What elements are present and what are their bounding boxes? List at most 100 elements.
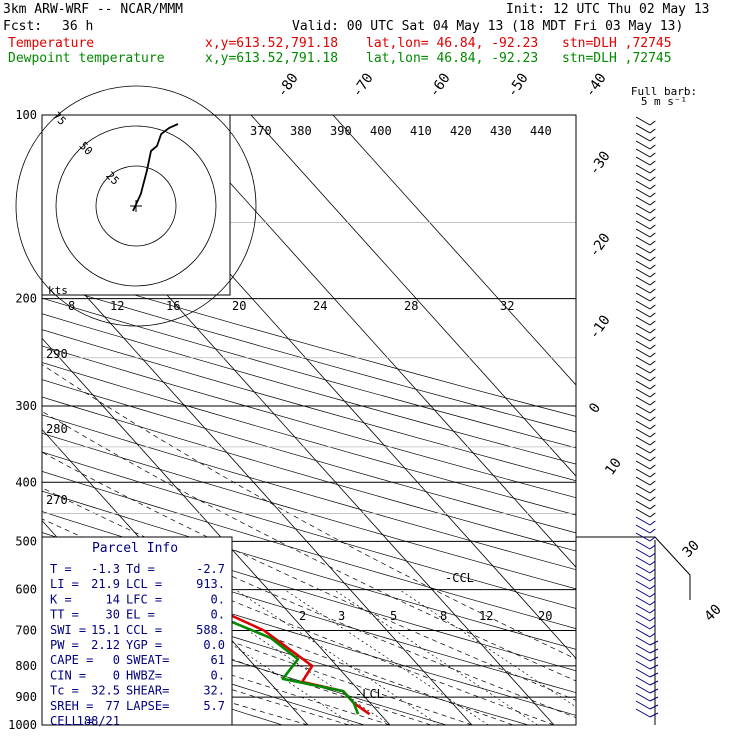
parcel-row-value2: 0.0: [203, 638, 225, 652]
wind-barb: [635, 308, 656, 318]
wind-barb: [635, 604, 656, 614]
wind-barb: [635, 388, 656, 398]
wind-barb: [635, 212, 656, 222]
wind-barb: [635, 444, 656, 454]
theta-label-top: 400: [370, 124, 392, 138]
dewpoint-legend: Dewpoint temperature: [8, 51, 165, 66]
wind-barb: [635, 636, 659, 646]
isotherm-line: [332, 115, 576, 386]
wind-barb: [635, 516, 656, 526]
theta-label-top: 430: [490, 124, 512, 138]
dry-adiabat: [42, 414, 576, 571]
isotherm-label: -10: [586, 312, 614, 342]
parcel-row-value2: 588.: [196, 623, 225, 637]
parcel-row-label: Tc =: [50, 684, 79, 698]
wind-barb: [635, 628, 656, 638]
wind-barb: [635, 588, 656, 598]
parcel-row-value: -1.3: [91, 562, 120, 576]
isotherm-label: -20: [586, 230, 614, 260]
parcel-row-label2: YGP =: [126, 638, 162, 652]
corner-label: 8: [68, 299, 75, 313]
wind-barb: [635, 156, 656, 166]
pressure-label: 600: [15, 583, 37, 597]
moist-adiabat: [42, 570, 473, 725]
isotherm-line: [168, 115, 576, 568]
mixing-ratio-line: [399, 589, 576, 708]
theta-label-top: 390: [330, 124, 352, 138]
wind-barb: [635, 452, 656, 462]
wind-barb: [635, 564, 656, 574]
parcel-row-label2: SWEAT=: [126, 653, 169, 667]
wind-barb: [635, 284, 656, 294]
theta-label-top: 420: [450, 124, 472, 138]
parcel-row-value2: 913.: [196, 577, 225, 591]
temperature-station: stn=DLH ,72745: [562, 36, 672, 51]
wind-barb: [635, 228, 656, 238]
temperature-latlon: lat,lon= 46.84, -92.23: [366, 36, 539, 51]
corner-label: 12: [110, 299, 124, 313]
parcel-row-value: 77: [106, 699, 120, 713]
moist-adiabat: [42, 487, 576, 718]
wind-barb: [635, 356, 656, 366]
temperature-xy: x,y=613.52,791.18: [205, 36, 339, 51]
moist-adiabat: [42, 518, 555, 725]
wind-barb: [635, 380, 656, 390]
wind-barbs: Full barb:5 m s⁻¹: [576, 85, 697, 725]
hodograph-ring: [95, 165, 177, 247]
parcel-row-label2: SHEAR=: [126, 684, 169, 698]
wind-barb: [635, 692, 659, 702]
pressure-label: 800: [15, 659, 37, 673]
parcel-row-value: 21.9: [91, 577, 120, 591]
wind-barb: [635, 668, 659, 678]
mixing-ratio-label: 2: [299, 609, 306, 623]
isotherm-line: [250, 115, 576, 477]
parcel-info-panel: Parcel Info T = -1.3 Td = -2.7 LI = 21.9 LCL = 9…: [41, 536, 233, 728]
parcel-row-value2: 61: [211, 653, 225, 667]
wind-barb: [635, 572, 656, 582]
theta-label: 270: [46, 493, 68, 507]
parcel-row-label2: LFC =: [126, 592, 162, 606]
parcel-row-label: SWI =: [50, 623, 86, 637]
wind-barb: [635, 524, 656, 534]
pressure-label: 300: [15, 399, 37, 413]
pressure-label: 200: [15, 292, 37, 306]
parcel-row-label: LI =: [50, 577, 79, 591]
mixing-ratio-line: [284, 589, 489, 725]
parcel-row-value2: 0.: [211, 608, 225, 622]
valid-time: Valid: 00 UTC Sat 04 May 13 (18 MDT Fri …: [292, 19, 684, 34]
plot-border: [41, 114, 577, 726]
corner-label: 20: [232, 299, 246, 313]
theta-label-top: 370: [250, 124, 272, 138]
init-time: Init: 12 UTC Thu 02 May 13: [506, 2, 710, 17]
mixing-ratio-label: 8: [440, 609, 447, 623]
wind-barb: [635, 700, 659, 710]
wind-barb: [635, 316, 656, 326]
wind-barb: [635, 484, 656, 494]
wind-barb: [635, 268, 656, 278]
wind-barb: [635, 620, 656, 630]
isotherm-label: 0: [586, 400, 604, 416]
wind-speed-label: 40: [702, 602, 725, 625]
parcel-row-label: TT =: [50, 608, 79, 622]
wind-barb: [635, 492, 656, 502]
wind-barb: [635, 612, 656, 622]
wind-barb: [635, 116, 656, 126]
parcel-row-label2: LAPSE=: [126, 699, 169, 713]
parcel-row-label2: Td =: [126, 562, 155, 576]
wind-barb: [635, 596, 656, 606]
pressure-label: 1000: [8, 718, 37, 732]
parcel-row-label: PW =: [50, 638, 79, 652]
wind-barb: [635, 348, 656, 358]
corner-label: 32: [500, 299, 514, 313]
wind-barb: [635, 236, 656, 246]
wind-barb: [635, 708, 659, 718]
wind-barb: [635, 508, 656, 518]
hodograph-trace: [132, 123, 179, 212]
model-title: 3km ARW-WRF -- NCAR/MMM: [3, 2, 184, 17]
parcel-row-value: 0: [113, 668, 120, 682]
wind-speed-label: 30: [680, 538, 703, 561]
wind-barb: [635, 468, 656, 478]
dry-adiabat: [42, 451, 576, 609]
isotherm-line: [42, 337, 391, 725]
wind-barb: [635, 124, 656, 134]
